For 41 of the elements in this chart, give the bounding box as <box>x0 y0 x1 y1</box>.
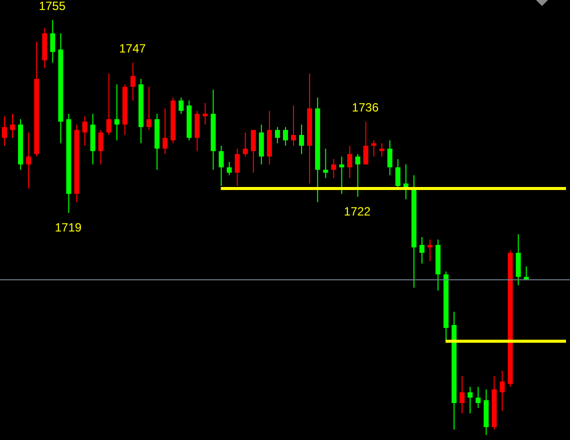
candlestick <box>98 129 104 165</box>
candlestick <box>10 113 16 138</box>
candlestick <box>82 116 88 146</box>
candlestick <box>242 132 248 158</box>
candlestick <box>130 62 136 102</box>
candlestick <box>291 104 296 146</box>
candlestick <box>299 124 304 155</box>
candlestick <box>419 236 424 264</box>
candlestick <box>355 154 360 198</box>
candlestick <box>282 126 288 146</box>
candlestick <box>162 108 168 155</box>
candlestick <box>468 386 473 414</box>
candlestick <box>460 376 465 414</box>
candlestick <box>202 102 208 126</box>
annotation: 1722 <box>344 204 371 218</box>
candlestick <box>387 140 392 176</box>
candlestick <box>250 129 256 174</box>
candlestick <box>26 132 32 189</box>
candlestick <box>347 145 352 179</box>
candlestick <box>427 239 432 262</box>
candlestick <box>274 126 280 144</box>
annotation: 1755 <box>38 0 66 13</box>
candlestick <box>218 145 224 186</box>
candlestick <box>226 161 232 176</box>
candlestick <box>339 156 344 194</box>
candlestick <box>50 20 56 64</box>
candlestick <box>379 142 384 158</box>
annotation: 1719 <box>54 220 82 234</box>
candlestick <box>178 97 184 114</box>
candlestick <box>363 121 368 165</box>
candlestick <box>500 370 505 412</box>
candlestick <box>331 158 336 179</box>
candlestick <box>146 86 152 130</box>
annotation: 1747 <box>119 42 146 56</box>
candlestick <box>234 148 240 186</box>
candlestick <box>2 116 7 146</box>
candlestick <box>106 73 112 136</box>
annotation: 1736 <box>352 100 379 115</box>
candlestick <box>476 386 481 409</box>
candlestick <box>395 158 400 189</box>
candlestick <box>114 84 120 141</box>
